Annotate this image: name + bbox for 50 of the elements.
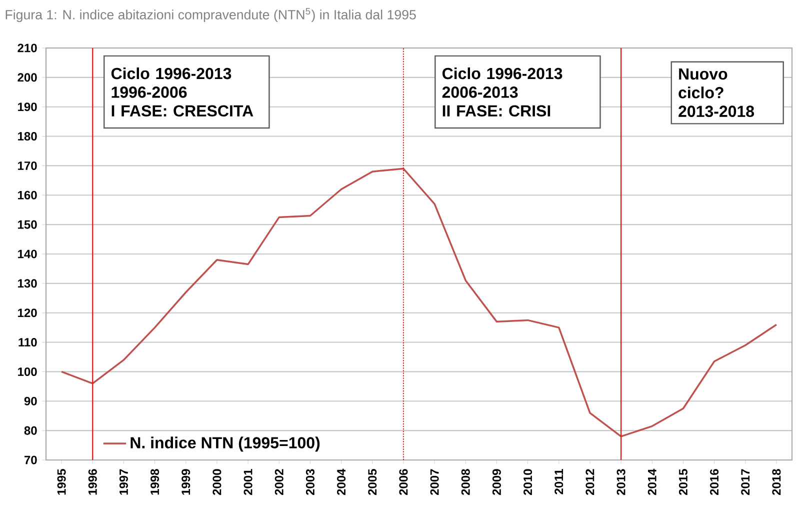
x-tick-label: 2002 — [274, 469, 284, 495]
x-tick-label: 2010 — [524, 469, 532, 495]
annotation: Ciclo 1996-2013 — [442, 67, 562, 80]
x-tick-label: 2013 — [616, 469, 626, 495]
x-tick-label: 2017 — [741, 469, 750, 495]
y-tick-label: 170 — [18, 161, 37, 170]
annotation: 2013-2018 — [678, 106, 754, 118]
x-tick-label: 2009 — [492, 469, 501, 495]
y-tick-label: 90 — [24, 396, 37, 406]
annotation: Nuovo ciclo? — [678, 68, 728, 98]
y-tick-label: 130 — [18, 279, 37, 288]
y-tick-label: 140 — [18, 250, 37, 258]
y-tick-label: 110 — [18, 338, 37, 347]
line-series — [60, 168, 778, 438]
y-tick-label: 160 — [18, 190, 37, 200]
annotation: 1996-2006 — [112, 86, 187, 98]
y-tick-label: 210 — [18, 44, 37, 52]
annotation: 2006-2013 — [442, 86, 518, 98]
x-tick-label: 2012 — [586, 469, 594, 495]
x-tick-label: 2005 — [368, 469, 377, 495]
x-tick-label: 1999 — [182, 469, 190, 495]
y-tick-label: 190 — [18, 102, 37, 112]
y-tick-label: 80 — [24, 426, 37, 435]
y-tick-label: 150 — [18, 220, 37, 229]
x-tick-label: 2015 — [678, 469, 688, 495]
y-tick-label: 180 — [18, 132, 37, 141]
chart-title: Figura 1: N. indice abitazioni compravendute (NTN$^{5}$) in Italia dal 1995 — [6, 8, 416, 22]
x-tick-label: 2003 — [306, 469, 314, 495]
y-tick-label: 200 — [18, 73, 37, 82]
x-tick-label: 2001 — [244, 469, 252, 495]
annotation: Ciclo 1996-2013 — [111, 67, 232, 80]
x-tick-label: 2004 — [337, 468, 346, 495]
x-tick-label: 2006 — [399, 469, 408, 495]
y-tick-label: 70 — [24, 456, 37, 464]
x-tick-label: 2018 — [772, 469, 781, 495]
x-tick-label: 1998 — [150, 469, 160, 495]
x-tick-label: 2000 — [212, 469, 222, 495]
annotation: I FASE: CRESCITA — [112, 105, 254, 117]
x-tick-label: 2007 — [430, 469, 439, 495]
x-tick-label: 1997 — [119, 469, 128, 495]
legend-label: N. indice NTN (1995=100) — [130, 436, 320, 452]
y-tick-label: 120 — [18, 308, 37, 318]
y-tick-label: 100 — [18, 367, 37, 376]
x-tick-label: 2016 — [710, 469, 719, 495]
x-tick-label: 1996 — [88, 469, 97, 495]
x-tick-label: 2014 — [648, 468, 656, 495]
x-tick-label: 2011 — [554, 469, 564, 494]
annotation: II FASE: CRISI — [442, 105, 550, 117]
x-tick-label: 2008 — [461, 469, 470, 495]
x-tick-label: 1995 — [57, 469, 66, 495]
